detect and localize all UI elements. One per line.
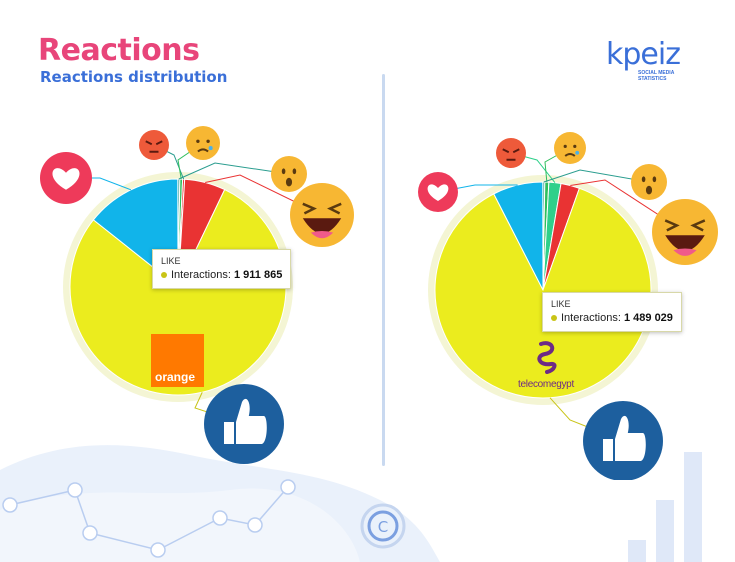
tooltip-row: Interactions: 1 911 865 — [161, 268, 282, 282]
brand-logo: kpeiz SOCIAL MEDIA STATISTICS — [606, 37, 706, 83]
decorative-network-icon — [2, 479, 296, 558]
decorative-bar-icon — [628, 452, 702, 562]
page-subtitle: Reactions distribution — [40, 68, 228, 86]
tooltip-marker-icon — [551, 314, 557, 321]
love-emoji-icon — [40, 152, 92, 204]
tooltip-value: 1 489 029 — [623, 311, 673, 324]
tooltip-value: 1 911 865 — [233, 268, 283, 281]
sad-emoji-icon — [554, 132, 586, 164]
tooltip-row: Interactions: 1 489 029 — [551, 311, 673, 325]
tooltip-label: Interactions: — [171, 268, 231, 281]
pie-chart-orange — [40, 126, 354, 464]
leader-line-wow — [543, 169, 650, 183]
sad-emoji-icon — [186, 126, 220, 160]
tooltip-like-orange: LIKE Interactions: 1 911 865 — [152, 249, 292, 289]
haha-emoji-icon — [652, 199, 718, 265]
tooltip-marker-icon — [161, 271, 167, 278]
tooltip-category: LIKE — [551, 299, 571, 309]
orange-logo: orange — [151, 334, 204, 387]
brand-tagline-1: SOCIAL MEDIA — [638, 70, 675, 76]
pie-slice-love[interactable] — [493, 181, 544, 291]
like-emoji-icon — [204, 384, 284, 464]
brand-name: kpeiz — [606, 37, 681, 72]
like-emoji-icon — [583, 401, 663, 480]
copyright-icon: C — [360, 503, 406, 549]
wow-emoji-icon — [631, 164, 667, 200]
angry-emoji-icon — [496, 138, 526, 168]
divider — [382, 74, 385, 466]
page-title: Reactions — [38, 33, 200, 68]
brand-tagline-2: STATISTICS — [638, 76, 667, 82]
svg-text:C: C — [378, 518, 388, 536]
telecomegypt-logo: telecomegypt — [500, 340, 592, 390]
orange-logo-text: orange — [155, 370, 196, 384]
tooltip-label: Interactions: — [561, 311, 621, 324]
angry-emoji-icon — [139, 130, 169, 160]
tooltip-like-telecomegypt: LIKE Interactions: 1 489 029 — [542, 292, 682, 332]
love-emoji-icon — [418, 172, 458, 212]
haha-emoji-icon — [290, 183, 354, 247]
telecomegypt-logo-text: telecomegypt — [518, 379, 574, 390]
wow-emoji-icon — [271, 156, 307, 192]
tooltip-category: LIKE — [161, 256, 181, 266]
brand-tagline: SOCIAL MEDIA STATISTICS — [638, 70, 674, 82]
leader-line-wow — [178, 162, 290, 180]
pie-chart-telecomegypt — [418, 132, 718, 480]
telecomegypt-logo-mark — [537, 341, 557, 374]
